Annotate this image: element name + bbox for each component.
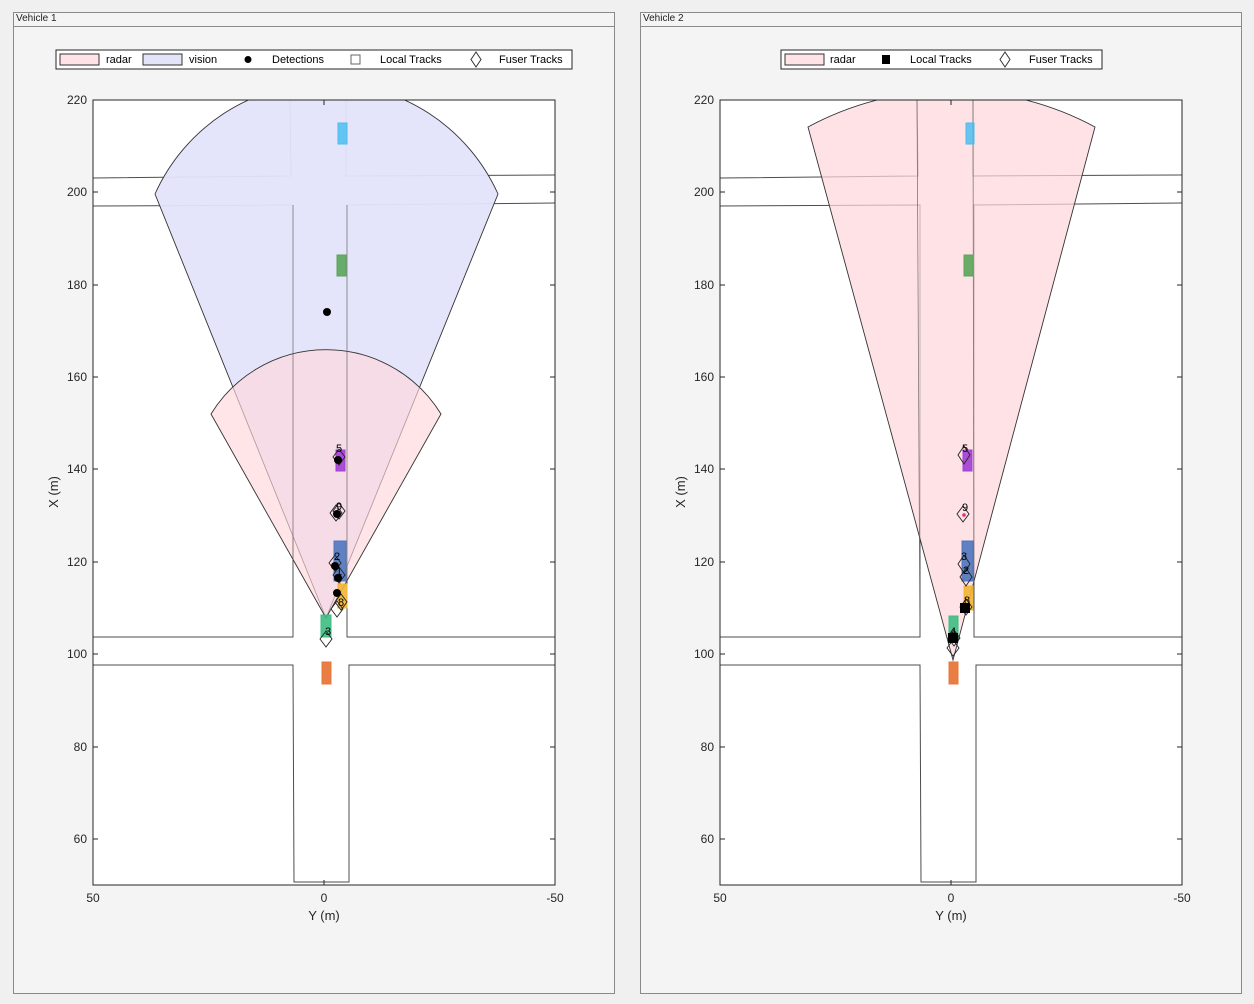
svg-text:200: 200 xyxy=(694,185,714,199)
radar-coverage-wedge xyxy=(210,349,442,619)
svg-text:120: 120 xyxy=(67,555,87,569)
svg-text:80: 80 xyxy=(74,740,88,754)
vehicle-1-panel-title: Vehicle 1 xyxy=(14,13,614,27)
vehicle-green xyxy=(336,254,347,277)
svg-text:100: 100 xyxy=(694,647,714,661)
vehicle-2-panel-title: Vehicle 2 xyxy=(641,13,1241,27)
svg-text:120: 120 xyxy=(694,555,714,569)
svg-text:50: 50 xyxy=(86,891,100,905)
svg-text:8: 8 xyxy=(338,597,344,609)
svg-text:200: 200 xyxy=(67,185,87,199)
vehicle-2-legend[interactable]: radar Local Tracks Fuser Tracks xyxy=(780,49,1103,70)
local-track-marker-icon xyxy=(350,54,361,65)
svg-text:60: 60 xyxy=(701,832,715,846)
svg-text:3: 3 xyxy=(961,551,967,563)
vehicle-teal-ego xyxy=(320,614,332,638)
vehicle-orange-ego xyxy=(948,661,959,685)
vehicle-green xyxy=(963,254,974,277)
fuser-track-marker-icon xyxy=(470,51,482,68)
radar-legend-swatch xyxy=(59,53,100,66)
svg-text:160: 160 xyxy=(67,370,87,384)
vehicle-cyan xyxy=(965,122,975,145)
svg-text:Local Tracks: Local Tracks xyxy=(380,54,442,66)
vehicle-1-axes[interactable]: 5 9 2 1 8 3 220 200 180 160 xyxy=(46,83,564,923)
svg-text:0: 0 xyxy=(948,891,955,905)
detection-marker-icon xyxy=(244,56,252,63)
vehicle-2-axes[interactable]: 5 9 3 2 8 4 220 200 180 160 xyxy=(673,91,1191,923)
svg-text:60: 60 xyxy=(74,832,88,846)
svg-text:140: 140 xyxy=(694,462,714,476)
radar-legend-swatch xyxy=(784,53,825,66)
svg-text:180: 180 xyxy=(694,278,714,292)
local-tracks xyxy=(948,603,970,643)
svg-text:180: 180 xyxy=(67,278,87,292)
detections xyxy=(323,308,342,597)
track-labels: 5 9 2 1 8 3 xyxy=(325,443,344,638)
svg-text:5: 5 xyxy=(336,443,342,455)
svg-text:0: 0 xyxy=(321,891,328,905)
svg-text:Fuser Tracks: Fuser Tracks xyxy=(1029,54,1093,66)
vehicle-cyan xyxy=(337,122,348,145)
y-axis-label: X (m) xyxy=(673,476,688,508)
radar-coverage-wedge xyxy=(807,100,1096,662)
vision-legend-swatch xyxy=(142,53,183,66)
svg-text:220: 220 xyxy=(694,93,714,107)
svg-text:1: 1 xyxy=(336,566,342,578)
svg-text:2: 2 xyxy=(963,565,969,577)
x-axis-label: Y (m) xyxy=(308,908,340,923)
x-axis-label: Y (m) xyxy=(935,908,967,923)
vehicle-orange xyxy=(321,661,332,685)
svg-text:2: 2 xyxy=(334,551,340,563)
svg-text:9: 9 xyxy=(336,501,342,513)
svg-text:Fuser Tracks: Fuser Tracks xyxy=(499,54,563,66)
detection-dot xyxy=(962,513,966,517)
svg-text:-50: -50 xyxy=(1173,891,1191,905)
svg-text:-50: -50 xyxy=(546,891,564,905)
track-labels: 5 9 3 2 8 4 xyxy=(950,443,970,638)
svg-text:vision: vision xyxy=(189,54,217,66)
svg-text:140: 140 xyxy=(67,462,87,476)
svg-text:Local Tracks: Local Tracks xyxy=(910,54,972,66)
svg-text:50: 50 xyxy=(713,891,727,905)
svg-text:4: 4 xyxy=(950,626,956,638)
svg-text:radar: radar xyxy=(830,54,856,66)
vehicle-1-legend[interactable]: radar vision Detections Local Tracks Fus… xyxy=(55,49,573,70)
svg-text:9: 9 xyxy=(962,502,968,514)
svg-text:3: 3 xyxy=(325,626,331,638)
svg-text:80: 80 xyxy=(701,740,715,754)
svg-text:5: 5 xyxy=(962,443,968,455)
local-track-marker-icon xyxy=(882,55,890,64)
svg-text:160: 160 xyxy=(694,370,714,384)
svg-text:radar: radar xyxy=(106,54,132,66)
fuser-track-marker-icon xyxy=(999,51,1011,68)
svg-text:Detections: Detections xyxy=(272,54,324,66)
svg-text:8: 8 xyxy=(964,595,970,607)
vehicle-purple xyxy=(962,449,973,472)
fuser-tracks xyxy=(319,448,348,648)
y-tick: 220 xyxy=(67,93,87,107)
y-axis-label: X (m) xyxy=(46,476,61,508)
svg-text:100: 100 xyxy=(67,647,87,661)
